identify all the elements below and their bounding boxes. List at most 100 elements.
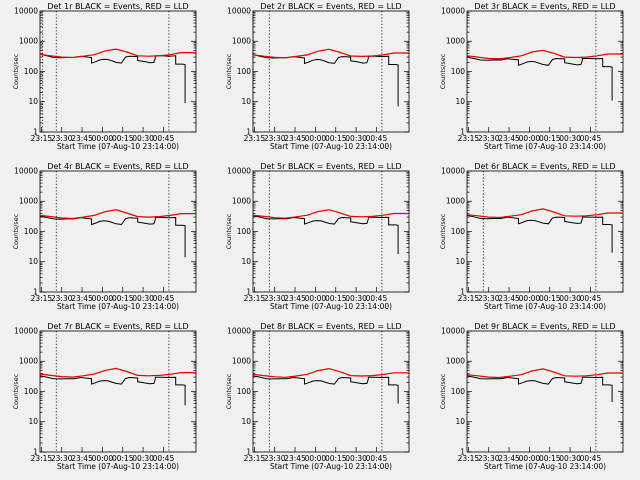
x-tick-label: 23:30 <box>478 454 500 463</box>
detector-chart-5: Det 5r BLACK = Events, RED = LLD 1 10 100 10… <box>225 162 410 311</box>
plot-frame <box>39 170 197 293</box>
x-axis-label: Start Time (07-Aug-10 23:14:00) <box>270 142 392 151</box>
y-axis-label: Counts/sec <box>12 53 20 89</box>
x-tick-label: 23:30 <box>264 294 286 303</box>
x-tick-label: 00:45 <box>366 294 388 303</box>
x-tick-label: 00:30 <box>346 454 368 463</box>
y-tick-label: 1000 <box>19 357 38 366</box>
y-tick-label: 10000 <box>441 327 465 336</box>
series-line-lld <box>39 48 197 59</box>
x-tick-label: 00:30 <box>559 294 581 303</box>
x-tick-label: 00:00 <box>518 454 540 463</box>
y-tick-label: 100 <box>237 227 252 236</box>
x-axis-label: Start Time (07-Aug-10 23:14:00) <box>57 302 179 311</box>
y-tick-label: 1 <box>33 287 38 296</box>
x-tick-label: 23:45 <box>285 294 307 303</box>
series-line-lld <box>253 209 410 219</box>
x-axis-label: Start Time (07-Aug-10 23:14:00) <box>270 302 392 311</box>
detector-chart-1: Det 1r BLACK = Events, RED = LLD 1 10 100 10… <box>12 2 197 151</box>
x-tick-label: 00:15 <box>112 454 134 463</box>
y-tick-label: 10 <box>28 257 38 266</box>
detector-chart-2: Det 2r BLACK = Events, RED = LLD 1 10 100 10… <box>225 2 410 151</box>
y-tick-label: 10 <box>28 97 38 106</box>
x-tick-label: 23:15 <box>457 134 479 143</box>
y-tick-label: 1000 <box>232 357 251 366</box>
x-tick-label: 23:30 <box>478 294 500 303</box>
y-tick-label: 1 <box>247 127 252 136</box>
x-tick-label: 00:00 <box>518 134 540 143</box>
series-line-events <box>39 375 186 406</box>
x-tick-label: 00:45 <box>579 134 601 143</box>
x-tick-label: 00:30 <box>346 134 368 143</box>
plot-frame <box>466 330 624 453</box>
y-axis-label: Counts/sec <box>225 53 233 89</box>
x-tick-label: 23:15 <box>457 454 479 463</box>
y-tick-label: 1000 <box>446 197 465 206</box>
x-tick-label: 00:15 <box>539 454 561 463</box>
x-tick-label: 00:45 <box>153 454 175 463</box>
y-axis-label: Counts/sec <box>225 213 233 249</box>
chart-title: Det 1r BLACK = Events, RED = LLD <box>47 2 188 11</box>
y-tick-label: 1 <box>33 127 38 136</box>
chart-title: Det 2r BLACK = Events, RED = LLD <box>261 2 402 11</box>
series-line-events <box>466 56 613 101</box>
x-tick-label: 00:00 <box>92 134 114 143</box>
x-tick-label: 00:00 <box>92 454 114 463</box>
series-line-lld <box>39 367 197 378</box>
x-tick-label: 00:00 <box>305 294 327 303</box>
y-tick-label: 10000 <box>14 167 38 176</box>
chart-title: Det 9r BLACK = Events, RED = LLD <box>474 322 615 331</box>
y-tick-label: 10 <box>242 417 252 426</box>
x-axis-label: Start Time (07-Aug-10 23:14:00) <box>57 142 179 151</box>
x-tick-label: 23:45 <box>498 294 520 303</box>
y-tick-label: 10 <box>242 257 252 266</box>
y-tick-label: 100 <box>237 67 252 76</box>
y-tick-label: 10 <box>242 97 252 106</box>
y-tick-label: 10000 <box>441 167 465 176</box>
x-tick-label: 00:45 <box>366 454 388 463</box>
series-line-events <box>39 215 186 258</box>
series-line-events <box>253 215 399 254</box>
x-tick-label: 23:30 <box>51 134 73 143</box>
x-tick-label: 00:00 <box>305 454 327 463</box>
plot-frame <box>252 10 410 133</box>
plot-frame <box>252 330 410 453</box>
y-tick-label: 10 <box>455 257 465 266</box>
y-tick-label: 1 <box>460 127 465 136</box>
series-line-events <box>466 214 613 253</box>
y-tick-label: 100 <box>24 227 39 236</box>
x-tick-label: 00:30 <box>132 454 154 463</box>
x-tick-label: 00:15 <box>325 134 347 143</box>
y-tick-label: 100 <box>450 387 465 396</box>
x-tick-label: 23:45 <box>498 134 520 143</box>
series-line-lld <box>466 208 623 219</box>
detector-chart-6: Det 6r BLACK = Events, RED = LLD 1 10 100 10… <box>439 162 624 311</box>
detector-chart-7: Det 7r BLACK = Events, RED = LLD 1 10 100 10… <box>12 322 197 471</box>
x-tick-label: 23:30 <box>478 134 500 143</box>
series-line-events <box>253 375 399 404</box>
x-tick-label: 00:30 <box>559 454 581 463</box>
detector-chart-8: Det 8r BLACK = Events, RED = LLD 1 10 100 10… <box>225 322 410 471</box>
x-tick-label: 00:15 <box>112 294 134 303</box>
x-tick-label: 00:45 <box>153 134 175 143</box>
y-tick-label: 1 <box>247 447 252 456</box>
x-tick-label: 00:15 <box>539 294 561 303</box>
y-tick-label: 1 <box>33 447 38 456</box>
x-tick-label: 23:15 <box>31 134 53 143</box>
x-tick-label: 23:30 <box>51 454 73 463</box>
series-line-lld <box>466 368 623 379</box>
series-line-lld <box>39 209 197 220</box>
x-tick-label: 23:15 <box>31 454 53 463</box>
y-tick-label: 10000 <box>14 327 38 336</box>
series-line-events <box>39 53 186 104</box>
y-tick-label: 1 <box>247 287 252 296</box>
x-tick-label: 00:30 <box>132 294 154 303</box>
x-tick-label: 23:15 <box>457 294 479 303</box>
series-line-lld <box>253 367 410 378</box>
x-tick-label: 00:15 <box>112 134 134 143</box>
y-tick-label: 10 <box>28 417 38 426</box>
y-tick-label: 1 <box>460 447 465 456</box>
x-axis-label: Start Time (07-Aug-10 23:14:00) <box>270 462 392 471</box>
y-tick-label: 10 <box>455 417 465 426</box>
